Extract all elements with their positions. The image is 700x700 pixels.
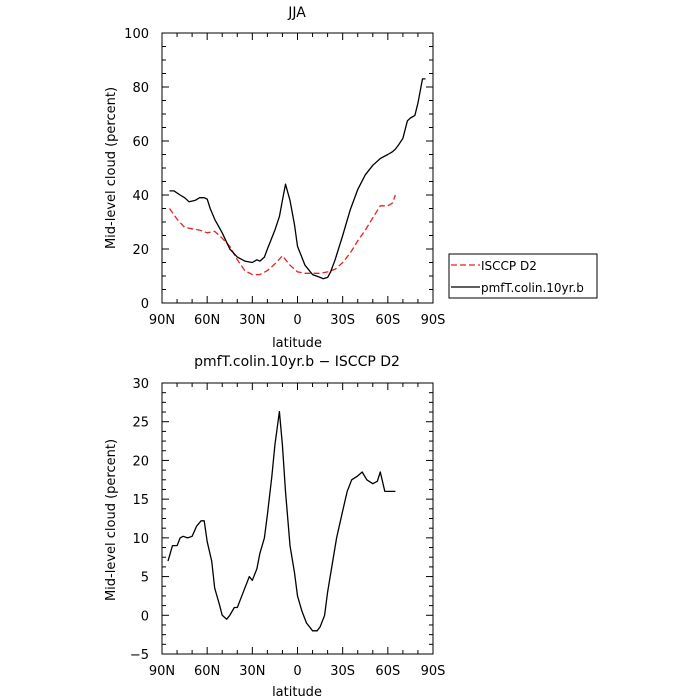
bottom-plot-frame [161, 382, 434, 655]
bottom-y-tick-label: 15 [132, 493, 149, 508]
top-x-tick-label: 90N [149, 313, 175, 328]
bottom-plot-area: 90N 60N 30N 0 30S 60S 90S −5 0 5 10 15 20 25 30 [130, 377, 446, 679]
bottom-y-tick-label: 25 [132, 416, 149, 431]
bottom-y-tick-label: 5 [141, 571, 149, 586]
top-plot-frame [161, 32, 434, 304]
bottom-x-tick-label: 60S [375, 664, 400, 679]
top-series-line-2 [169, 78, 426, 280]
bottom-x-tick-label: 60N [194, 664, 220, 679]
bottom-x-tick-label: 90S [421, 664, 446, 679]
top-series-line-1 [168, 194, 397, 276]
bottom-y-tick-label: 0 [141, 609, 149, 624]
bottom-panel: pmfT.colin.10yr.b − ISCCP D2 90N 60N 30N 0 3… [104, 354, 445, 700]
top-x-axis-label: latitude [272, 336, 322, 351]
bottom-x-tick-label: 0 [293, 664, 301, 679]
bottom-y-tick-label: 20 [132, 454, 149, 469]
top-x-tick-label: 90S [421, 313, 446, 328]
top-y-tick-label: 0 [141, 297, 149, 312]
bottom-x-tick-label: 30S [330, 664, 355, 679]
bottom-x-tick-label: 90N [149, 664, 175, 679]
top-y-axis-label: Mid-level cloud (percent) [104, 87, 119, 249]
bottom-y-axis-label: Mid-level cloud (percent) [104, 439, 119, 601]
top-y-tick-label: 40 [132, 189, 149, 204]
top-x-tick-label: 30S [330, 313, 355, 328]
legend-isccp-label: ISCCP D2 [481, 259, 537, 273]
bottom-y-tick-label: −5 [130, 648, 149, 663]
top-x-tick-label: 60N [194, 313, 220, 328]
bottom-x-axis-label: latitude [272, 685, 322, 700]
top-y-tick-label: 80 [132, 81, 149, 96]
top-panel: JJA 90N 60N 30N 0 30S 60S 90S 0 20 40 60 80 100 lati… [104, 5, 445, 351]
top-x-tick-label: 0 [293, 313, 301, 328]
bottom-y-tick-label: 30 [132, 377, 149, 392]
top-plot-area: 90N 60N 30N 0 30S 60S 90S 0 20 40 60 80 100 [124, 27, 445, 328]
legend-model-label: pmfT.colin.10yr.b [481, 281, 584, 295]
bottom-x-tick-label: 30N [239, 664, 265, 679]
legend: ISCCP D2 pmfT.colin.10yr.b [448, 253, 598, 299]
legend-box [448, 253, 598, 299]
top-y-tick-label: 60 [132, 135, 149, 150]
top-chart-title: JJA [287, 5, 306, 21]
top-y-tick-label: 20 [132, 243, 149, 258]
bottom-chart-title: pmfT.colin.10yr.b − ISCCP D2 [194, 354, 400, 370]
top-x-tick-label: 60S [375, 313, 400, 328]
top-x-tick-label: 30N [239, 313, 265, 328]
bottom-y-tick-label: 10 [132, 532, 149, 547]
top-y-tick-label: 100 [124, 27, 149, 42]
bottom-series-line-1 [167, 410, 396, 632]
